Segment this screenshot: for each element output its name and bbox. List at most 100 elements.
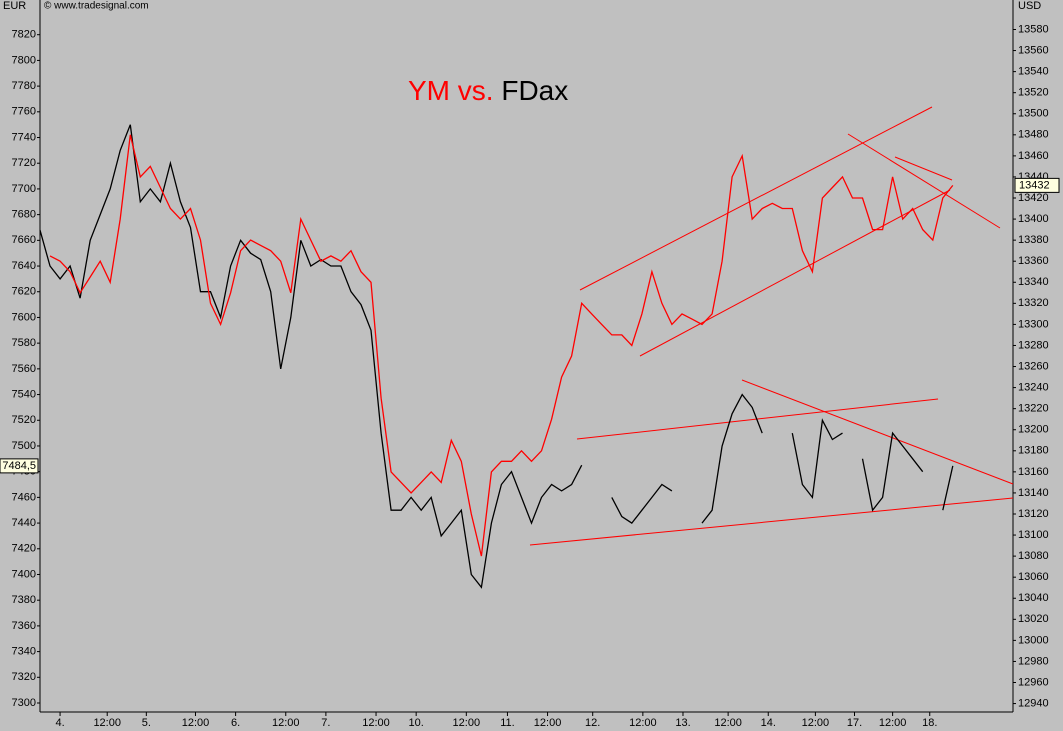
x-tick-label: 10.	[409, 717, 424, 729]
y-tick-label: 7320	[12, 671, 36, 683]
y2-tick-label: 13120	[1018, 508, 1049, 520]
y-tick-label: 7380	[12, 594, 36, 606]
y2-tick-label: 13080	[1018, 550, 1049, 562]
y-tick-label: 7460	[12, 491, 36, 503]
x-tick-label: 12:00	[362, 717, 390, 729]
title-part: vs.	[458, 75, 494, 106]
y2-tick-label: 13160	[1018, 466, 1049, 478]
x-tick-label: 6.	[231, 717, 240, 729]
x-tick-label: 11.	[500, 717, 514, 729]
y2-tick-label: 13220	[1018, 403, 1049, 415]
x-tick-label: 12:00	[453, 717, 481, 729]
y2-tick-label: 13100	[1018, 529, 1049, 541]
y2-tick-label: 13200	[1018, 424, 1049, 436]
y2-tick-label: 13040	[1018, 592, 1049, 604]
x-tick-label: 12:00	[802, 717, 830, 729]
y-tick-label: 7680	[12, 209, 36, 221]
y-tick-label: 7800	[12, 54, 36, 66]
trend-line	[579, 106, 933, 291]
trend-lines	[529, 106, 1014, 546]
y-tick-label: 7780	[12, 80, 36, 92]
y2-tick-label: 13140	[1018, 487, 1049, 499]
y2-tick-label: 13260	[1018, 360, 1049, 372]
y-tick-label: 7440	[12, 517, 36, 529]
y2-tick-label: 13580	[1018, 23, 1049, 35]
x-tick-label: 12:00	[629, 717, 657, 729]
y-tick-label: 7340	[12, 646, 36, 658]
y-tick-label: 7620	[12, 286, 36, 298]
trend-line	[576, 398, 939, 440]
y2-tick-label: 13180	[1018, 445, 1049, 457]
last-value-box	[0, 458, 39, 474]
last-value-box	[1014, 177, 1060, 193]
y2-tick-label: 12980	[1018, 655, 1049, 667]
right-unit: USD	[1018, 0, 1041, 12]
y2-tick-label: 13060	[1018, 571, 1049, 583]
y-tick-label: 7580	[12, 337, 36, 349]
trend-line	[529, 497, 1014, 546]
x-tick-label: 18.	[922, 717, 937, 729]
y-tick-label: 7420	[12, 543, 36, 555]
series-line	[39, 124, 954, 589]
y-tick-label: 7660	[12, 234, 36, 246]
y-tick-label: 7760	[12, 106, 36, 118]
y-tick-label: 7740	[12, 131, 36, 143]
source: © www.tradesignal.com	[44, 1, 149, 12]
y2-tick-label: 13320	[1018, 297, 1049, 309]
x-tick-label: 12:00	[534, 717, 562, 729]
x-tick-label: 4.	[55, 717, 64, 729]
x-tick-label: 12:00	[93, 717, 121, 729]
x-tick-label: 5.	[142, 717, 151, 729]
y-tick-label: 7720	[12, 157, 36, 169]
x-tick-label: 12:00	[879, 717, 907, 729]
x-tick-label: 17.	[847, 717, 862, 729]
y2-tick-label: 13240	[1018, 382, 1049, 394]
y2-tick-label: 13480	[1018, 129, 1049, 141]
x-tick-label: 12:00	[182, 717, 210, 729]
chart-title: YM vs. FDax	[408, 75, 568, 106]
title-part: FDax	[501, 75, 568, 106]
y2-tick-label: 13400	[1018, 213, 1049, 225]
y2-tick-label: 13520	[1018, 87, 1049, 99]
y-tick-label: 7820	[12, 29, 36, 41]
x-tick-label: 12:00	[272, 717, 300, 729]
trend-line	[894, 156, 953, 181]
y2-tick-label: 13420	[1018, 192, 1049, 204]
y2-tick-label: 13360	[1018, 255, 1049, 267]
series-line	[49, 134, 954, 557]
y2-tick-label: 13460	[1018, 150, 1049, 162]
y-tick-label: 7600	[12, 311, 36, 323]
trend-line	[741, 379, 1014, 485]
x-tick-label: 12.	[585, 717, 600, 729]
trend-line	[639, 189, 951, 357]
y2-tick-label: 13020	[1018, 613, 1049, 625]
last-value-label: 7484,5	[2, 460, 36, 472]
y2-tick-label: 13340	[1018, 276, 1049, 288]
left-unit: EUR	[3, 0, 26, 12]
x-tick-label: 13.	[675, 717, 690, 729]
y2-tick-label: 12940	[1018, 697, 1049, 709]
y2-tick-label: 12960	[1018, 676, 1049, 688]
trend-line	[847, 133, 1001, 229]
y-tick-label: 7360	[12, 620, 36, 632]
x-tick-label: 7.	[321, 717, 330, 729]
y2-tick-label: 13280	[1018, 339, 1049, 351]
y-tick-label: 7540	[12, 388, 36, 400]
y-tick-label: 7700	[12, 183, 36, 195]
y-tick-label: 7640	[12, 260, 36, 272]
y2-tick-label: 13380	[1018, 234, 1049, 246]
y-tick-label: 7300	[12, 697, 36, 709]
y2-tick-label: 13560	[1018, 44, 1049, 56]
x-tick-label: 12:00	[714, 717, 742, 729]
y2-tick-label: 13300	[1018, 318, 1049, 330]
y-tick-label: 7520	[12, 414, 36, 426]
title-part: YM	[408, 75, 450, 106]
y2-tick-label: 13000	[1018, 634, 1049, 646]
last-value-label: 13432	[1019, 179, 1050, 191]
y2-tick-label: 13500	[1018, 108, 1049, 120]
y-tick-label: 7400	[12, 568, 36, 580]
y-tick-label: 7500	[12, 440, 36, 452]
